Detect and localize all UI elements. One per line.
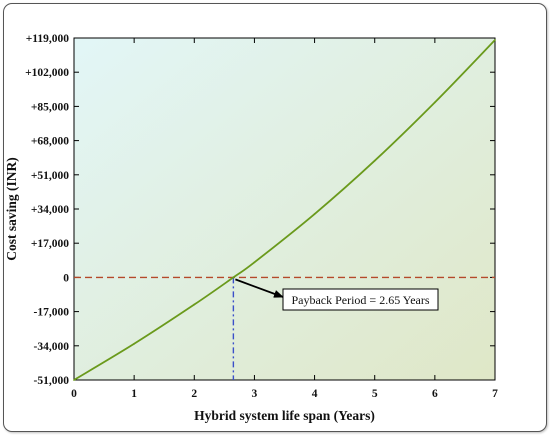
data-point — [253, 261, 256, 264]
y-axis-title: Cost saving (INR) — [4, 157, 19, 261]
x-axis-ticks: 0 1 2 3 4 5 6 7 — [71, 38, 498, 400]
data-point — [494, 39, 496, 41]
y-tick-label: +85,000 — [31, 101, 69, 113]
x-tick-label: 2 — [191, 388, 197, 400]
y-tick-label: +68,000 — [31, 136, 69, 148]
x-tick-label: 0 — [71, 388, 77, 400]
plot-area — [73, 37, 496, 381]
data-point — [73, 379, 75, 381]
y-tick-label: -17,000 — [34, 307, 70, 319]
x-tick-label: 3 — [252, 388, 258, 400]
data-point — [232, 276, 235, 279]
annotation-box — [282, 288, 439, 311]
x-axis-title: Hybrid system life span (Years) — [194, 408, 375, 423]
data-point — [373, 159, 376, 162]
data-point — [313, 213, 316, 215]
x-tick-label: 1 — [131, 388, 137, 400]
y-tick-label: +102,000 — [25, 67, 69, 79]
data-point — [133, 342, 136, 345]
data-point — [433, 101, 436, 104]
annotation-layer: Payback Period = 2.65 Years — [235, 278, 439, 311]
series-layer — [73, 39, 496, 381]
y-tick-label: +34,000 — [31, 204, 69, 216]
y-tick-label: -51,000 — [34, 375, 70, 387]
x-tick-label: 4 — [312, 388, 318, 400]
reference-lines — [74, 276, 495, 380]
x-tick-label: 6 — [432, 388, 438, 400]
y-tick-label: +17,000 — [31, 238, 69, 250]
y-tick-label: +51,000 — [31, 170, 69, 182]
x-tick-label: 7 — [492, 388, 498, 400]
y-tick-label: 0 — [63, 272, 69, 284]
y-tick-label: +119,000 — [26, 33, 70, 45]
cost-saving-line — [73, 39, 496, 381]
y-tick-label: -34,000 — [34, 341, 70, 353]
y-axis-ticks: +119,000 +102,000 +85,000 +68,000 +51,000 +34… — [25, 33, 495, 387]
payback-annotation-text: Payback Period = 2.65 Years — [291, 293, 429, 307]
x-tick-label: 5 — [372, 388, 378, 400]
annotation-arrow — [235, 278, 284, 298]
data-point — [193, 303, 196, 306]
